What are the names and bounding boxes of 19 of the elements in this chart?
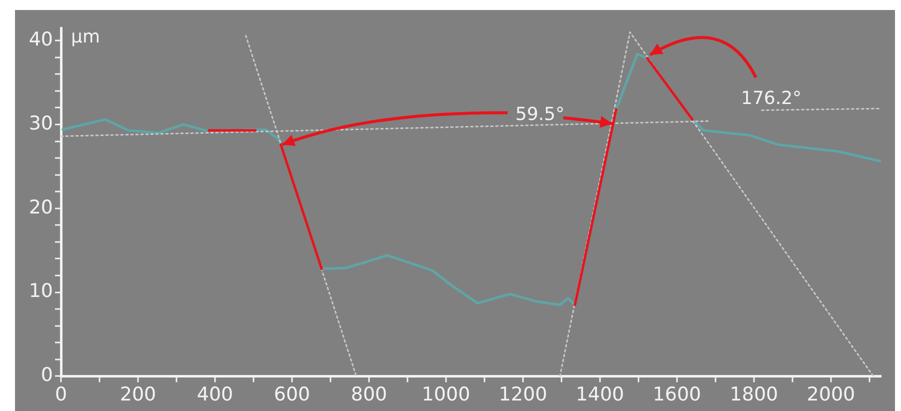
x-tick-label: 1000 xyxy=(422,384,470,406)
y-tick-label: 20 xyxy=(28,196,53,218)
x-tick-label: 800 xyxy=(350,384,388,406)
x-tick-label: 1400 xyxy=(576,384,624,406)
annotation: 59.5° xyxy=(515,104,564,125)
y-tick-label: 0 xyxy=(40,364,53,386)
x-tick-label: 200 xyxy=(120,384,156,406)
x-tick-label: 0 xyxy=(54,384,68,406)
y-tick-label: 10 xyxy=(28,280,53,302)
x-tick-label: 1800 xyxy=(730,384,778,406)
x-tick-label: 400 xyxy=(196,384,234,406)
x-tick-label: 1200 xyxy=(498,384,548,406)
y-axis-title: µm xyxy=(71,26,100,48)
x-tick-label: 2000 xyxy=(806,384,856,406)
y-tick-label: 40 xyxy=(28,28,53,51)
x-tick-label: 600 xyxy=(274,384,310,406)
annotation: 176.2° xyxy=(741,88,802,109)
y-tick-label: 30 xyxy=(28,112,53,134)
x-tick-label: 1600 xyxy=(652,384,702,406)
